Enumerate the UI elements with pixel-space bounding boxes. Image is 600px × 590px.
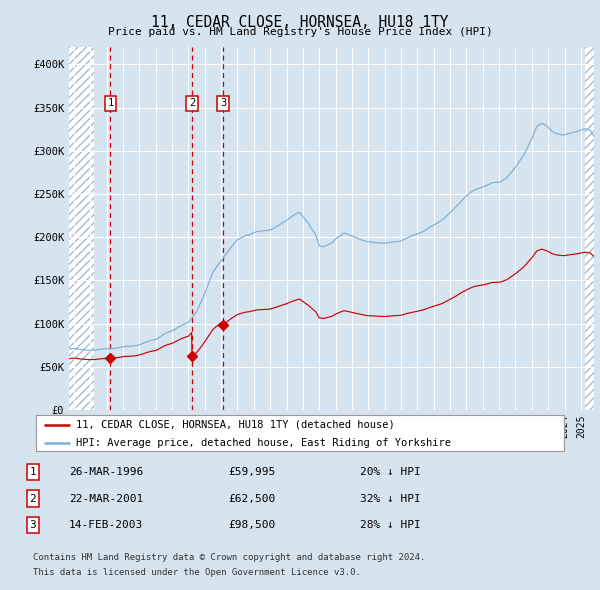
Text: 2: 2 bbox=[29, 494, 37, 503]
Text: Contains HM Land Registry data © Crown copyright and database right 2024.: Contains HM Land Registry data © Crown c… bbox=[33, 553, 425, 562]
Text: 14-FEB-2003: 14-FEB-2003 bbox=[69, 520, 143, 530]
Text: 1: 1 bbox=[107, 99, 113, 109]
Text: 3: 3 bbox=[220, 99, 226, 109]
Text: 2: 2 bbox=[189, 99, 195, 109]
Text: HPI: Average price, detached house, East Riding of Yorkshire: HPI: Average price, detached house, East… bbox=[76, 438, 451, 448]
Text: 20% ↓ HPI: 20% ↓ HPI bbox=[360, 467, 421, 477]
Text: 3: 3 bbox=[29, 520, 37, 530]
Text: 32% ↓ HPI: 32% ↓ HPI bbox=[360, 494, 421, 503]
Text: 11, CEDAR CLOSE, HORNSEA, HU18 1TY: 11, CEDAR CLOSE, HORNSEA, HU18 1TY bbox=[151, 15, 449, 30]
Text: £98,500: £98,500 bbox=[228, 520, 275, 530]
Text: 1: 1 bbox=[29, 467, 37, 477]
Text: 11, CEDAR CLOSE, HORNSEA, HU18 1TY (detached house): 11, CEDAR CLOSE, HORNSEA, HU18 1TY (deta… bbox=[76, 419, 394, 430]
Text: Price paid vs. HM Land Registry's House Price Index (HPI): Price paid vs. HM Land Registry's House … bbox=[107, 27, 493, 37]
Text: £62,500: £62,500 bbox=[228, 494, 275, 503]
Text: £59,995: £59,995 bbox=[228, 467, 275, 477]
Text: This data is licensed under the Open Government Licence v3.0.: This data is licensed under the Open Gov… bbox=[33, 568, 361, 577]
Text: 22-MAR-2001: 22-MAR-2001 bbox=[69, 494, 143, 503]
Text: 28% ↓ HPI: 28% ↓ HPI bbox=[360, 520, 421, 530]
Text: 26-MAR-1996: 26-MAR-1996 bbox=[69, 467, 143, 477]
